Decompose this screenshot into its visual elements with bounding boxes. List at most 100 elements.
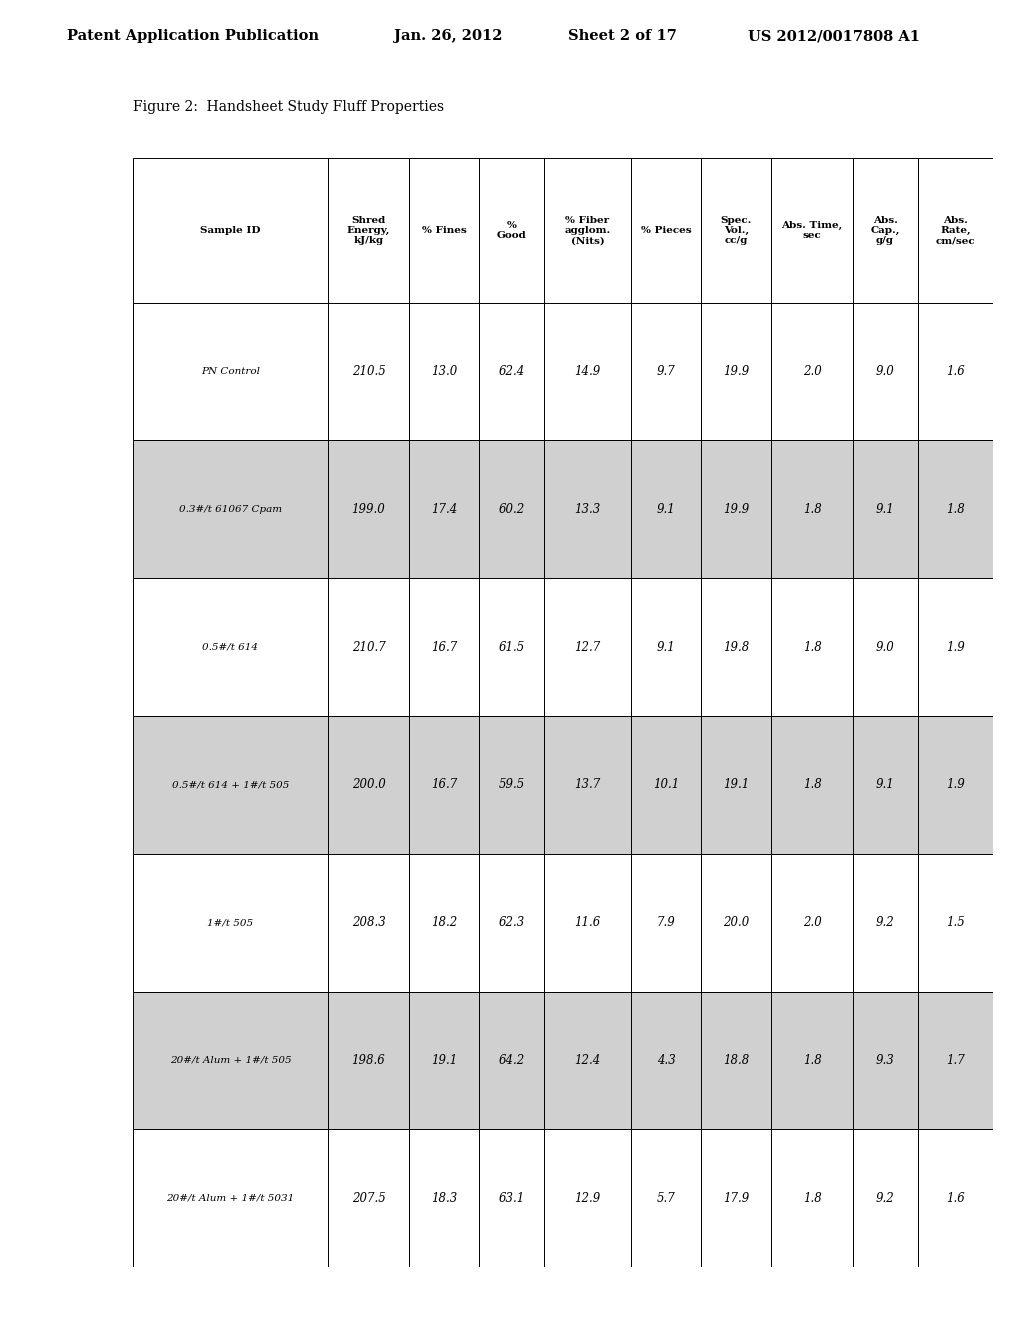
Bar (409, 1130, 479, 1267)
Bar (479, 302, 545, 441)
Bar (701, 1130, 771, 1267)
Text: 18.8: 18.8 (723, 1053, 750, 1067)
Bar (701, 991, 771, 1130)
Text: 1.8: 1.8 (803, 779, 821, 792)
Bar (918, 302, 993, 441)
Text: 62.3: 62.3 (499, 916, 525, 929)
Bar (631, 854, 701, 991)
Text: 9.1: 9.1 (876, 779, 894, 792)
Bar (409, 158, 479, 302)
Bar (328, 158, 409, 302)
Bar (631, 715, 701, 854)
Bar (771, 578, 853, 715)
Text: 1.5: 1.5 (946, 916, 965, 929)
Text: 9.0: 9.0 (876, 364, 894, 378)
Text: 20.0: 20.0 (723, 916, 750, 929)
Bar (409, 578, 479, 715)
Bar (771, 441, 853, 578)
Text: 1.9: 1.9 (946, 640, 965, 653)
Text: Sample ID: Sample ID (201, 226, 261, 235)
Bar (853, 1130, 918, 1267)
Text: 1.8: 1.8 (803, 503, 821, 516)
Bar (853, 441, 918, 578)
Bar (853, 302, 918, 441)
Bar (771, 715, 853, 854)
Text: 199.0: 199.0 (351, 503, 385, 516)
Bar (918, 854, 993, 991)
Bar (701, 854, 771, 991)
Text: % Fiber
agglom.
(Nits): % Fiber agglom. (Nits) (564, 215, 610, 246)
Text: Jan. 26, 2012: Jan. 26, 2012 (394, 29, 503, 44)
Bar (328, 441, 409, 578)
Bar (479, 991, 545, 1130)
Bar (771, 854, 853, 991)
Bar (545, 854, 631, 991)
Bar (853, 578, 918, 715)
Text: 13.0: 13.0 (431, 364, 458, 378)
Text: 18.3: 18.3 (431, 1192, 458, 1205)
Text: 4.3: 4.3 (656, 1053, 676, 1067)
Text: 62.4: 62.4 (499, 364, 525, 378)
Text: 198.6: 198.6 (351, 1053, 385, 1067)
Bar (701, 158, 771, 302)
Bar (918, 1130, 993, 1267)
Bar (701, 715, 771, 854)
Bar (328, 715, 409, 854)
Bar (701, 302, 771, 441)
Text: Patent Application Publication: Patent Application Publication (67, 29, 318, 44)
Text: 7.9: 7.9 (656, 916, 676, 929)
Text: 13.3: 13.3 (574, 503, 601, 516)
Bar (545, 441, 631, 578)
Text: 1.8: 1.8 (803, 1053, 821, 1067)
Text: 9.2: 9.2 (876, 916, 894, 929)
Bar (409, 715, 479, 854)
Text: 17.4: 17.4 (431, 503, 458, 516)
Text: 19.1: 19.1 (723, 779, 750, 792)
Text: 16.7: 16.7 (431, 779, 458, 792)
Text: 0.3#/t 61067 Cpam: 0.3#/t 61067 Cpam (179, 504, 282, 513)
Text: 60.2: 60.2 (499, 503, 525, 516)
Text: 207.5: 207.5 (351, 1192, 385, 1205)
Text: 9.2: 9.2 (876, 1192, 894, 1205)
Bar (328, 578, 409, 715)
Text: 63.1: 63.1 (499, 1192, 525, 1205)
Text: 1.7: 1.7 (946, 1053, 965, 1067)
Bar (631, 578, 701, 715)
Text: 19.9: 19.9 (723, 503, 750, 516)
Bar (771, 302, 853, 441)
Text: Abs. Time,
sec: Abs. Time, sec (781, 220, 843, 240)
Text: 19.8: 19.8 (723, 640, 750, 653)
Text: 17.9: 17.9 (723, 1192, 750, 1205)
Bar (545, 991, 631, 1130)
Text: 10.1: 10.1 (653, 779, 679, 792)
Bar (328, 1130, 409, 1267)
Text: PN Control: PN Control (201, 367, 260, 376)
Bar (479, 158, 545, 302)
Text: 210.7: 210.7 (351, 640, 385, 653)
Text: Figure 2:  Handsheet Study Fluff Properties: Figure 2: Handsheet Study Fluff Properti… (133, 100, 444, 114)
Text: 208.3: 208.3 (351, 916, 385, 929)
Bar (545, 302, 631, 441)
Bar (631, 1130, 701, 1267)
Text: 19.9: 19.9 (723, 364, 750, 378)
Text: Spec.
Vol.,
cc/g: Spec. Vol., cc/g (721, 215, 752, 246)
Text: 2.0: 2.0 (803, 916, 821, 929)
Text: US 2012/0017808 A1: US 2012/0017808 A1 (748, 29, 920, 44)
Bar (479, 1130, 545, 1267)
Bar (133, 441, 328, 578)
Bar (853, 991, 918, 1130)
Bar (701, 441, 771, 578)
Text: 210.5: 210.5 (351, 364, 385, 378)
Bar (918, 441, 993, 578)
Text: 1.8: 1.8 (946, 503, 965, 516)
Bar (479, 441, 545, 578)
Text: 11.6: 11.6 (574, 916, 601, 929)
Bar (771, 991, 853, 1130)
Text: 64.2: 64.2 (499, 1053, 525, 1067)
Text: 5.7: 5.7 (656, 1192, 676, 1205)
Bar (918, 578, 993, 715)
Text: 1.8: 1.8 (803, 1192, 821, 1205)
Bar (409, 854, 479, 991)
Text: 20#/t Alum + 1#/t 5031: 20#/t Alum + 1#/t 5031 (166, 1193, 295, 1203)
Bar (701, 578, 771, 715)
